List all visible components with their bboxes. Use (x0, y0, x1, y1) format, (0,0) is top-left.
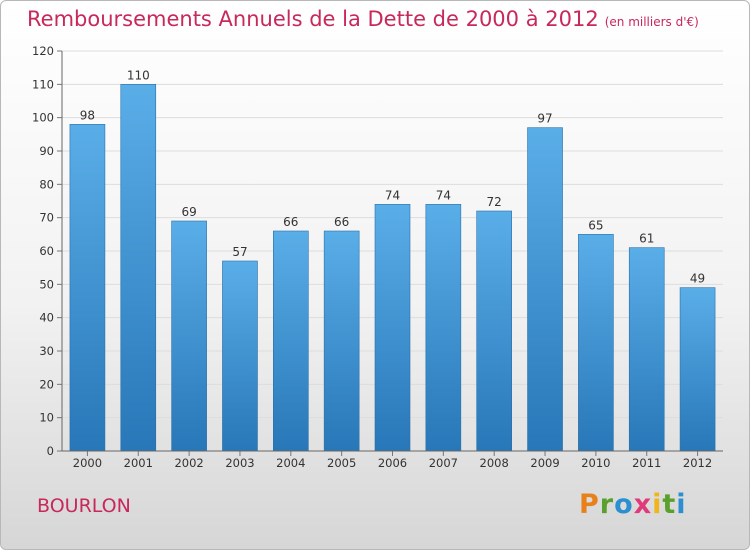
bar-2011 (628, 247, 665, 452)
bar-value-label: 57 (232, 245, 247, 259)
bar-value-label: 74 (385, 188, 400, 202)
x-tick-label: 2012 (683, 456, 712, 470)
x-tick-label: 2007 (429, 456, 458, 470)
x-tick-label: 2005 (327, 456, 356, 470)
bar-2008 (476, 210, 512, 452)
x-tick-label: 2003 (225, 456, 254, 470)
bar-2001 (120, 84, 157, 452)
bar-2010 (578, 234, 614, 452)
bar-layer: 98 110 69 57 66 66 74 74 72 97 65 61 49 (69, 68, 716, 452)
x-tick-label: 2010 (581, 456, 610, 470)
logo-letter: i (652, 489, 663, 520)
bar-value-label: 74 (436, 188, 451, 202)
y-tick-label: 30 (39, 344, 54, 358)
logo-letter: P (579, 489, 600, 520)
x-tick-label: 2001 (124, 456, 153, 470)
logo-letter: r (599, 489, 615, 520)
x-tick-label: 2008 (480, 456, 509, 470)
bar-2002 (171, 220, 207, 452)
chart-title-text: Remboursements Annuels de la Dette de 20… (27, 7, 599, 31)
y-tick-label: 110 (32, 77, 54, 91)
y-tick-label: 90 (39, 144, 54, 158)
axis-layer: 0 10 20 30 40 50 60 70 80 90 100 110 120 2000 2001 2002… (32, 44, 723, 470)
bar-2007 (425, 204, 462, 452)
x-tick-label: 2004 (276, 456, 305, 470)
bar-value-label: 61 (639, 232, 654, 246)
bar-value-label: 110 (127, 68, 150, 82)
y-tick-label: 80 (39, 177, 54, 191)
x-tick-label: 2002 (174, 456, 203, 470)
bar-value-label: 66 (283, 215, 298, 229)
y-tick-label: 0 (47, 444, 54, 458)
x-tick-label: 2009 (530, 456, 559, 470)
chart-title: Remboursements Annuels de la Dette de 20… (27, 7, 699, 31)
x-tick-label: 2000 (73, 456, 102, 470)
logo-letter: t (662, 489, 677, 520)
bar-2000 (69, 124, 106, 452)
bar-2005 (323, 230, 360, 452)
bar-2004 (273, 230, 309, 452)
y-tick-label: 10 (39, 411, 54, 425)
y-tick-label: 100 (32, 111, 54, 125)
bar-2012 (679, 287, 716, 452)
bar-2003 (222, 260, 258, 452)
y-tick-label: 70 (39, 211, 54, 225)
bar-2009 (527, 127, 563, 452)
y-tick-label: 60 (39, 244, 54, 258)
logo-letter: o (614, 489, 634, 520)
unit-note: (en milliers d'€) (604, 15, 699, 29)
bar-value-label: 65 (588, 218, 603, 232)
y-tick-label: 40 (39, 311, 54, 325)
location-label: BOURLON (37, 495, 131, 517)
y-tick-label: 120 (32, 44, 54, 58)
bar-value-label: 49 (690, 272, 705, 286)
y-tick-label: 50 (39, 277, 54, 291)
bar-value-label: 97 (537, 112, 552, 126)
proxiti-logo: Proxiti (579, 489, 687, 520)
bar-value-label: 66 (334, 215, 349, 229)
logo-letter: i (676, 489, 687, 520)
logo-letter: x (633, 489, 653, 520)
bar-value-label: 72 (487, 195, 502, 209)
bar-value-label: 98 (80, 108, 95, 122)
y-tick-label: 20 (39, 377, 54, 391)
x-tick-label: 2006 (378, 456, 407, 470)
x-tick-label: 2011 (632, 456, 661, 470)
bar-2006 (374, 204, 411, 452)
bar-value-label: 69 (181, 205, 196, 219)
